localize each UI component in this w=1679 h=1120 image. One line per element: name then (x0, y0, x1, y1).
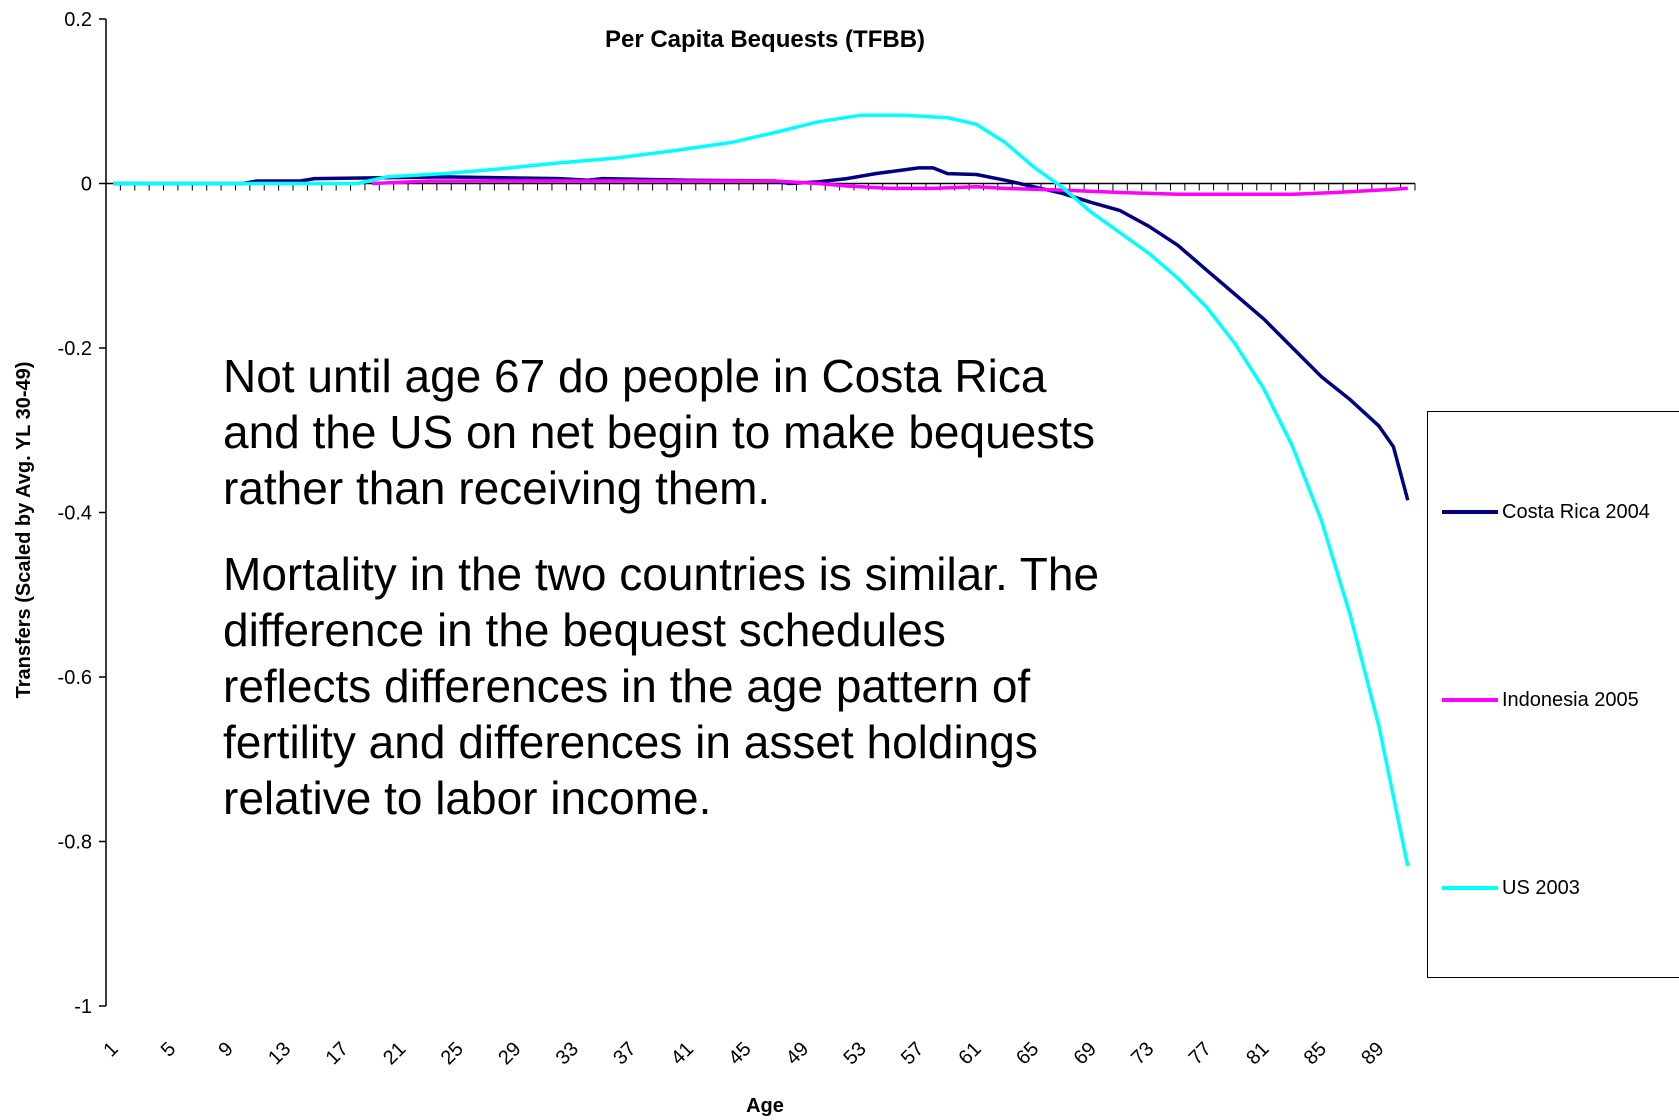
x-tick-label: 61 (955, 1038, 986, 1069)
y-tick-label: -0.4 (58, 503, 92, 525)
x-tick-label: 21 (379, 1038, 410, 1069)
x-tick-label: 25 (437, 1038, 468, 1069)
y-tick-label: 0.2 (64, 9, 92, 31)
series-layer (113, 113, 1410, 867)
legend-swatch-us (1442, 886, 1498, 890)
x-tick-label: 57 (897, 1038, 928, 1069)
y-tick-label: -1 (74, 996, 92, 1018)
series-line-costa-rica-2004 (113, 166, 1410, 501)
legend-label-costa-rica: Costa Rica 2004 (1502, 500, 1650, 523)
x-tick-label: 65 (1012, 1038, 1043, 1069)
legend-item-us: US 2003 (1442, 876, 1580, 899)
x-tick-label: 81 (1242, 1038, 1273, 1069)
x-tick-label: 45 (724, 1038, 755, 1069)
x-tick-label: 9 (214, 1038, 237, 1061)
x-tick-label: 1 (99, 1038, 122, 1061)
x-tick-label: 89 (1357, 1038, 1388, 1069)
x-tick-label: 5 (157, 1038, 180, 1061)
x-axis-label: Age (746, 1095, 784, 1117)
y-tick-label: -0.2 (58, 338, 92, 360)
x-tick-label: 13 (264, 1038, 295, 1069)
legend-swatch-indonesia (1442, 698, 1498, 702)
legend-swatch-costa-rica (1442, 510, 1498, 514)
x-tick-label: 77 (1185, 1038, 1216, 1069)
series-line-us-2003 (113, 113, 1410, 867)
annotation-text: Not until age 67 do people in Costa Rica… (223, 348, 1103, 856)
annotation-paragraph-1: Not until age 67 do people in Costa Rica… (223, 350, 1096, 514)
x-tick-label: 85 (1300, 1038, 1331, 1069)
x-tick-label: 29 (494, 1038, 525, 1069)
x-tick-label: 33 (552, 1038, 583, 1069)
series-line-indonesia-2005 (372, 179, 1408, 196)
legend-item-indonesia: Indonesia 2005 (1442, 688, 1639, 711)
legend-item-costa-rica: Costa Rica 2004 (1442, 500, 1650, 523)
y-tick-label: 0 (81, 174, 92, 196)
annotation-paragraph-2: Mortality in the two countries is simila… (223, 548, 1100, 824)
chart-title: Per Capita Bequests (TFBB) (605, 26, 925, 53)
x-tick-label: 69 (1070, 1038, 1101, 1069)
legend-label-indonesia: Indonesia 2005 (1502, 688, 1639, 711)
y-tick-label: -0.6 (58, 667, 92, 689)
x-tick-label: 37 (609, 1038, 640, 1069)
x-tick-label: 17 (322, 1038, 353, 1069)
legend-label-us: US 2003 (1502, 876, 1580, 899)
x-tick-label: 49 (782, 1038, 813, 1069)
x-tick-label: 73 (1127, 1038, 1158, 1069)
y-axis-label: Transfers (Scaled by Avg. YL 30-49) (13, 362, 35, 699)
y-tick-label: -0.8 (58, 832, 92, 854)
x-tick-label: 53 (839, 1038, 870, 1069)
x-tick-label: 41 (667, 1038, 698, 1069)
legend: Costa Rica 2004 Indonesia 2005 US 2003 (1427, 411, 1679, 978)
